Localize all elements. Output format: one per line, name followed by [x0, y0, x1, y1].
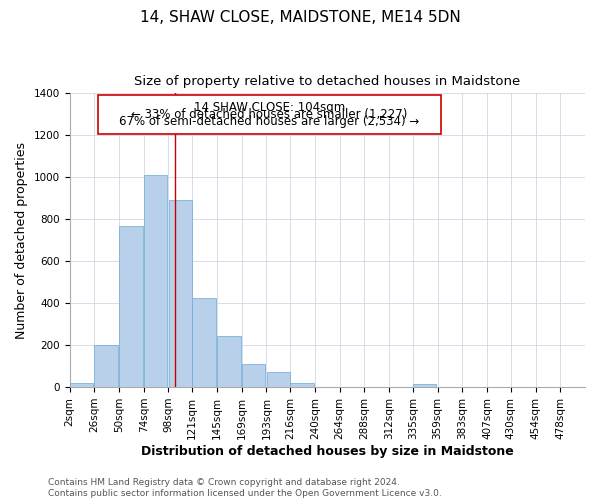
Y-axis label: Number of detached properties: Number of detached properties	[15, 142, 28, 338]
Bar	[144, 175, 167, 387]
Bar	[290, 383, 314, 387]
Bar	[266, 372, 290, 387]
FancyBboxPatch shape	[98, 96, 440, 134]
Title: Size of property relative to detached houses in Maidstone: Size of property relative to detached ho…	[134, 75, 520, 88]
Text: 14 SHAW CLOSE: 104sqm: 14 SHAW CLOSE: 104sqm	[194, 102, 345, 114]
X-axis label: Distribution of detached houses by size in Maidstone: Distribution of detached houses by size …	[141, 444, 514, 458]
Bar	[413, 384, 436, 387]
Bar	[70, 383, 93, 387]
Text: Contains HM Land Registry data © Crown copyright and database right 2024.
Contai: Contains HM Land Registry data © Crown c…	[48, 478, 442, 498]
Bar	[119, 226, 143, 387]
Text: ← 33% of detached houses are smaller (1,227): ← 33% of detached houses are smaller (1,…	[131, 108, 408, 122]
Text: 14, SHAW CLOSE, MAIDSTONE, ME14 5DN: 14, SHAW CLOSE, MAIDSTONE, ME14 5DN	[140, 10, 460, 25]
Bar	[242, 364, 265, 387]
Bar	[217, 336, 241, 387]
Text: 67% of semi-detached houses are larger (2,534) →: 67% of semi-detached houses are larger (…	[119, 116, 419, 128]
Bar	[94, 345, 118, 387]
Bar	[193, 298, 216, 387]
Bar	[169, 200, 192, 387]
